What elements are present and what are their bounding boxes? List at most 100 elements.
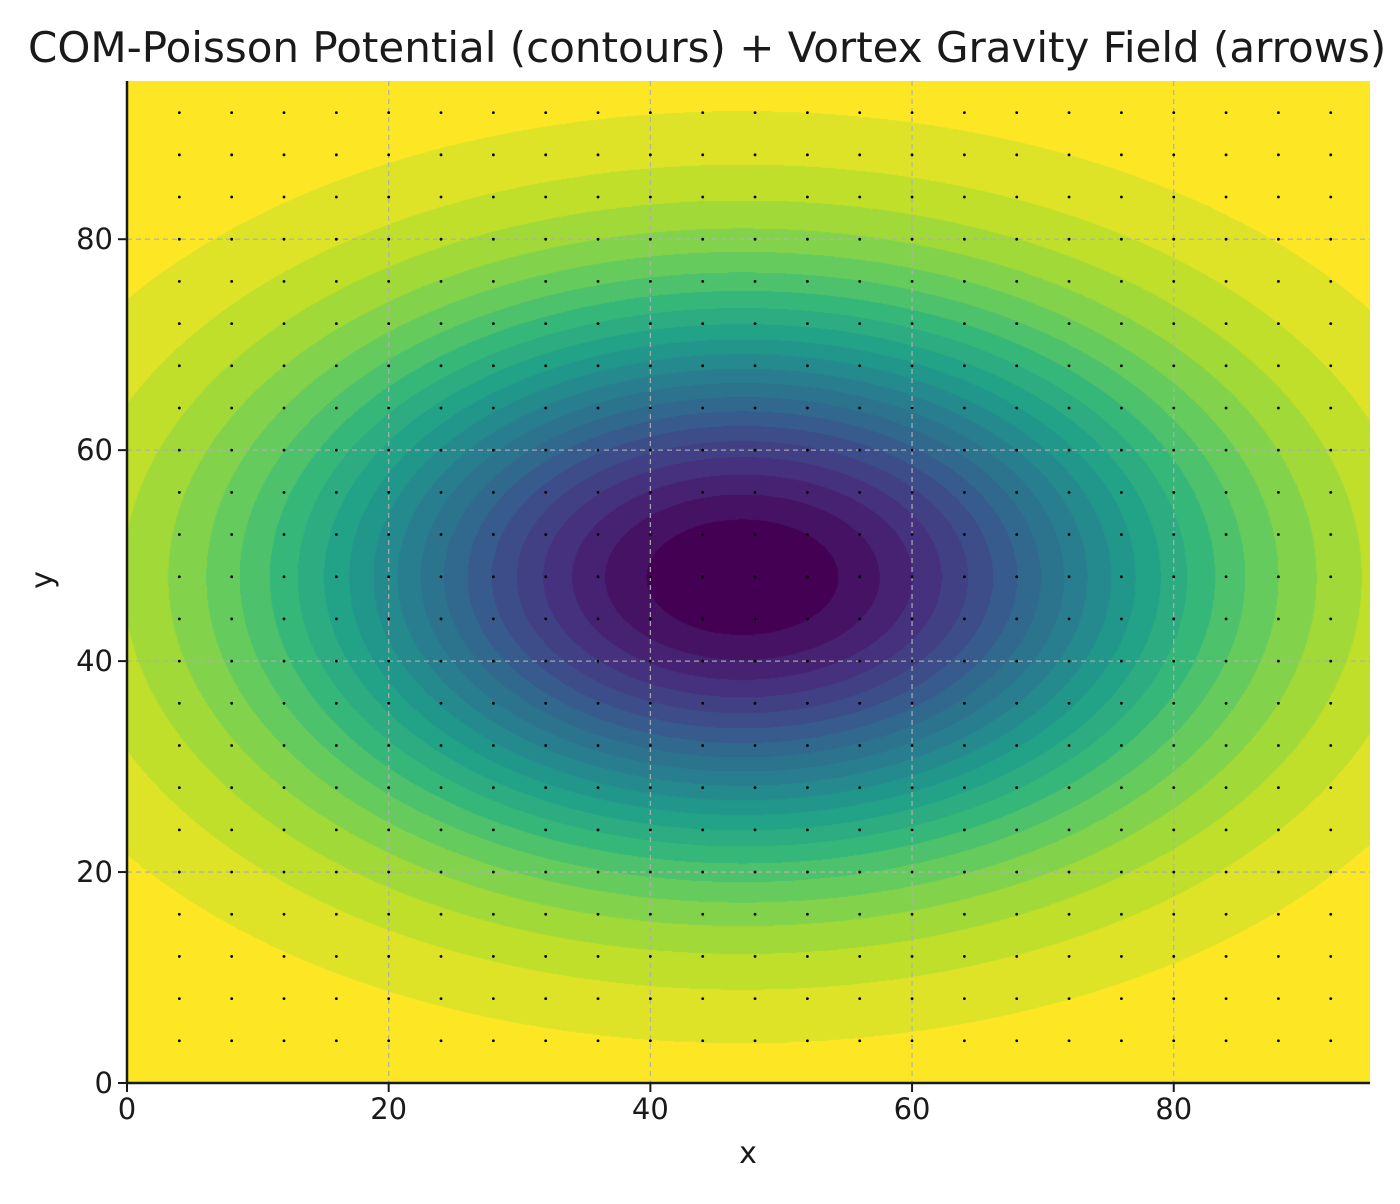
field-arrow (282, 364, 286, 368)
field-arrow (596, 111, 600, 115)
field-arrow (491, 153, 495, 157)
field-arrow (334, 744, 338, 747)
field-arrow (282, 280, 286, 283)
potential-contour-fill (127, 81, 1370, 1083)
field-arrow (701, 1039, 705, 1043)
field-arrow (334, 448, 338, 452)
field-arrow (1224, 280, 1228, 283)
field-arrow (1224, 153, 1228, 157)
field-arrow (1277, 744, 1280, 747)
field-arrow (962, 322, 966, 325)
field-arrow (910, 1039, 914, 1043)
field-arrow (648, 237, 652, 241)
x-tick-label: 40 (632, 1092, 669, 1126)
x-tick-label: 80 (1155, 1092, 1192, 1126)
field-arrow (1329, 195, 1333, 199)
y-tick-label: 80 (76, 222, 113, 256)
field-arrow (1329, 828, 1333, 832)
field-arrow (596, 1039, 600, 1043)
field-arrow (1120, 701, 1123, 705)
field-arrow (648, 448, 652, 452)
field-arrow (1329, 997, 1333, 1001)
field-arrow (491, 912, 495, 916)
field-arrow (701, 870, 705, 874)
field-arrow (596, 280, 600, 283)
field-arrow (962, 701, 966, 705)
field-arrow (1067, 364, 1071, 368)
field-arrow (230, 364, 234, 368)
field-arrow (1067, 575, 1071, 579)
field-arrow (439, 153, 443, 157)
field-arrow (282, 912, 286, 916)
field-arrow (1224, 744, 1228, 747)
field-arrow (282, 448, 286, 452)
field-arrow (596, 744, 600, 747)
field-arrow (1224, 786, 1228, 790)
field-arrow (805, 533, 809, 536)
field-arrow (1329, 617, 1333, 621)
field-arrow (910, 997, 914, 1001)
field-arrow (491, 406, 495, 410)
field-arrow (805, 786, 809, 790)
field-arrow (858, 870, 862, 874)
field-arrow (282, 237, 286, 241)
field-arrow (1224, 490, 1228, 494)
field-arrow (439, 533, 443, 536)
field-arrow (1120, 490, 1123, 494)
field-arrow (177, 997, 181, 1001)
field-arrow (1120, 322, 1123, 325)
field-arrow (596, 701, 600, 705)
field-arrow (334, 870, 338, 874)
field-arrow (962, 617, 966, 621)
field-arrow (910, 701, 914, 705)
field-arrow (544, 870, 548, 874)
field-arrow (439, 195, 443, 199)
field-arrow (387, 870, 391, 874)
field-arrow (648, 280, 652, 283)
field-arrow (1015, 490, 1019, 494)
field-arrow (805, 870, 809, 874)
field-arrow (387, 322, 391, 325)
field-arrow (544, 659, 548, 663)
field-arrow (1224, 448, 1228, 452)
field-arrow (491, 280, 495, 283)
field-arrow (334, 575, 338, 579)
field-arrow (282, 786, 286, 790)
field-arrow (177, 1039, 181, 1043)
field-arrow (334, 786, 338, 790)
field-arrow (1120, 448, 1123, 452)
field-arrow (962, 870, 966, 874)
field-arrow (910, 280, 914, 283)
field-arrow (491, 701, 495, 705)
field-arrow (282, 870, 286, 874)
field-arrow (1015, 870, 1019, 874)
field-arrow (962, 280, 966, 283)
field-arrow (701, 448, 705, 452)
field-arrow (753, 448, 757, 452)
field-arrow (858, 1039, 862, 1043)
field-arrow (805, 195, 809, 199)
field-arrow (282, 997, 286, 1001)
field-arrow (491, 1039, 495, 1043)
field-arrow (753, 828, 757, 832)
field-arrow (387, 490, 391, 494)
field-arrow (1120, 912, 1123, 916)
field-arrow (962, 364, 966, 368)
field-arrow (1277, 997, 1280, 1001)
field-arrow (1015, 406, 1019, 410)
field-arrow (177, 701, 181, 705)
field-arrow (753, 701, 757, 705)
field-arrow (1120, 364, 1123, 368)
field-arrow (1015, 322, 1019, 325)
field-arrow (1277, 406, 1280, 410)
field-arrow (1067, 744, 1071, 747)
field-arrow (596, 490, 600, 494)
field-arrow (1015, 744, 1019, 747)
field-arrow (1172, 153, 1176, 157)
field-arrow (1329, 364, 1333, 368)
field-arrow (1172, 237, 1176, 241)
field-arrow (858, 448, 862, 452)
field-arrow (544, 1039, 548, 1043)
field-arrow (230, 490, 234, 494)
field-arrow (544, 575, 548, 579)
